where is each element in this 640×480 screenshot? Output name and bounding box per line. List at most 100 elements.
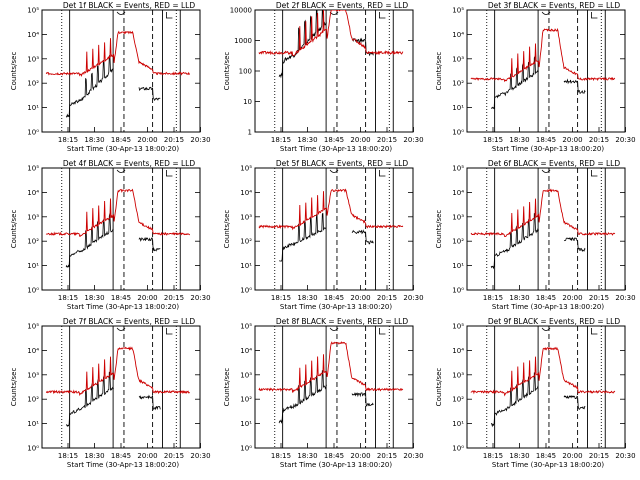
series-events-line — [65, 371, 161, 428]
series-events-line — [278, 370, 374, 424]
x-tick-label: 20:30 — [403, 136, 423, 144]
y-tick-label: 10⁵ — [27, 323, 39, 331]
y-tick-label: 10000 — [230, 7, 252, 15]
y-tick-label: 10¹ — [240, 420, 252, 428]
y-tick-label: 10⁰ — [240, 445, 252, 453]
series-events-line — [490, 55, 586, 110]
y-tick-label: 10¹ — [27, 104, 39, 112]
x-tick-label: 20:15 — [589, 136, 609, 144]
x-tick-label: 18:30 — [509, 452, 529, 460]
x-tick-label: 20:15 — [164, 294, 184, 302]
y-tick-label: 10⁰ — [27, 129, 39, 137]
x-tick-label: 20:00 — [137, 294, 157, 302]
x-axis-label: Start Time (30-Apr-13 18:00:20) — [280, 145, 392, 153]
x-axis-label: Start Time (30-Apr-13 18:00:20) — [492, 145, 604, 153]
x-axis-label: Start Time (30-Apr-13 18:00:20) — [67, 303, 179, 311]
annotation-mark — [379, 170, 386, 177]
x-tick-label: 18:30 — [509, 294, 529, 302]
x-tick-label: 20:15 — [377, 294, 397, 302]
y-tick-label: 10¹ — [240, 262, 252, 270]
y-tick-label: 10³ — [452, 213, 464, 221]
x-tick-label: 20:30 — [615, 452, 635, 460]
series-lld-line — [258, 188, 404, 231]
y-tick-label: 10² — [240, 396, 252, 404]
chart-panel-5: Det 5f BLACK = Events, RED = LLD 10⁰ 10¹ 10… — [223, 159, 424, 311]
y-tick-label: 10⁵ — [452, 323, 464, 331]
y-tick-label: 1 — [248, 129, 252, 137]
series-lld-line — [45, 188, 191, 237]
x-tick-label: 18:45 — [536, 136, 556, 144]
x-tick-label: 18:15 — [271, 452, 291, 460]
x-tick-label: 20:00 — [562, 136, 582, 144]
x-tick-label: 18:30 — [509, 136, 529, 144]
x-tick-label: 20:15 — [589, 294, 609, 302]
series-events-line — [65, 53, 161, 118]
series-lld-line — [470, 27, 616, 83]
chart-panel-7: Det 7f BLACK = Events, RED = LLD 10⁰ 10¹ 10… — [10, 317, 211, 469]
annotation-mark — [166, 12, 173, 19]
y-tick-label: 10⁰ — [452, 445, 464, 453]
y-tick-label: 10² — [27, 238, 39, 246]
x-tick-label: 20:30 — [403, 452, 423, 460]
x-tick-label: 18:45 — [111, 294, 131, 302]
y-tick-label: 10⁴ — [240, 189, 252, 197]
annotation-mark — [541, 169, 551, 173]
y-axis-label: Counts/sec — [223, 52, 231, 91]
y-tick-label: 10³ — [452, 55, 464, 63]
x-tick-label: 20:15 — [377, 452, 397, 460]
y-tick-label: 10² — [452, 80, 464, 88]
y-tick-label: 10⁵ — [452, 165, 464, 173]
annotation-mark — [379, 12, 386, 19]
x-tick-label: 18:45 — [324, 452, 344, 460]
panel-title: Det 5f BLACK = Events, RED = LLD — [276, 159, 409, 168]
y-axis-label: Counts/sec — [435, 368, 443, 407]
x-tick-label: 18:30 — [84, 294, 104, 302]
series-lld-line — [45, 346, 190, 397]
x-tick-label: 20:00 — [562, 294, 582, 302]
panel-title: Det 7f BLACK = Events, RED = LLD — [63, 317, 196, 326]
chart-panel-3: Det 3f BLACK = Events, RED = LLD 10⁰ 10¹ 10… — [435, 1, 636, 153]
annotation-mark — [329, 169, 339, 173]
y-tick-label: 10¹ — [27, 262, 39, 270]
x-tick-label: 20:15 — [377, 136, 397, 144]
x-axis-label: Start Time (30-Apr-13 18:00:20) — [492, 461, 604, 469]
x-axis-label: Start Time (30-Apr-13 18:00:20) — [492, 303, 604, 311]
annotation-mark — [116, 327, 126, 331]
y-tick-label: 10⁵ — [27, 165, 39, 173]
x-tick-label: 18:15 — [58, 452, 78, 460]
x-tick-label: 18:30 — [297, 136, 317, 144]
series-lld-line — [470, 188, 616, 238]
y-axis-label: Counts/sec — [10, 52, 18, 91]
chart-panel-4: Det 4f BLACK = Events, RED = LLD 10⁰ 10¹ 10… — [10, 159, 211, 311]
x-tick-label: 20:00 — [350, 294, 370, 302]
x-tick-label: 18:45 — [111, 136, 131, 144]
annotation-mark — [329, 327, 339, 331]
y-axis-label: Counts/sec — [10, 210, 18, 249]
annotation-mark — [116, 11, 126, 15]
series-lld-line — [258, 10, 404, 56]
y-tick-label: 10¹ — [27, 420, 39, 428]
x-tick-label: 18:45 — [536, 294, 556, 302]
y-axis-label: Counts/sec — [435, 52, 443, 91]
x-tick-label: 20:15 — [164, 136, 184, 144]
x-tick-label: 20:30 — [615, 136, 635, 144]
y-tick-label: 100 — [239, 68, 252, 76]
series-events-line — [490, 372, 586, 428]
x-tick-label: 18:45 — [324, 294, 344, 302]
annotation-mark — [541, 327, 551, 331]
y-tick-label: 10³ — [240, 371, 252, 379]
y-tick-label: 10⁵ — [240, 165, 252, 173]
y-tick-label: 10⁵ — [240, 323, 252, 331]
annotation-mark — [379, 328, 386, 335]
x-tick-label: 18:15 — [483, 136, 503, 144]
x-tick-label: 18:45 — [111, 452, 131, 460]
series-events-line — [278, 10, 374, 79]
y-tick-label: 10⁴ — [27, 189, 39, 197]
x-tick-label: 18:30 — [297, 452, 317, 460]
y-axis-label: Counts/sec — [10, 368, 18, 407]
x-axis-label: Start Time (30-Apr-13 18:00:20) — [67, 145, 179, 153]
chart-panel-2: Det 2f BLACK = Events, RED = LLD 1 10 100 10… — [223, 1, 424, 153]
y-tick-label: 10¹ — [452, 104, 464, 112]
y-tick-label: 10³ — [452, 371, 464, 379]
y-tick-label: 10² — [240, 238, 252, 246]
